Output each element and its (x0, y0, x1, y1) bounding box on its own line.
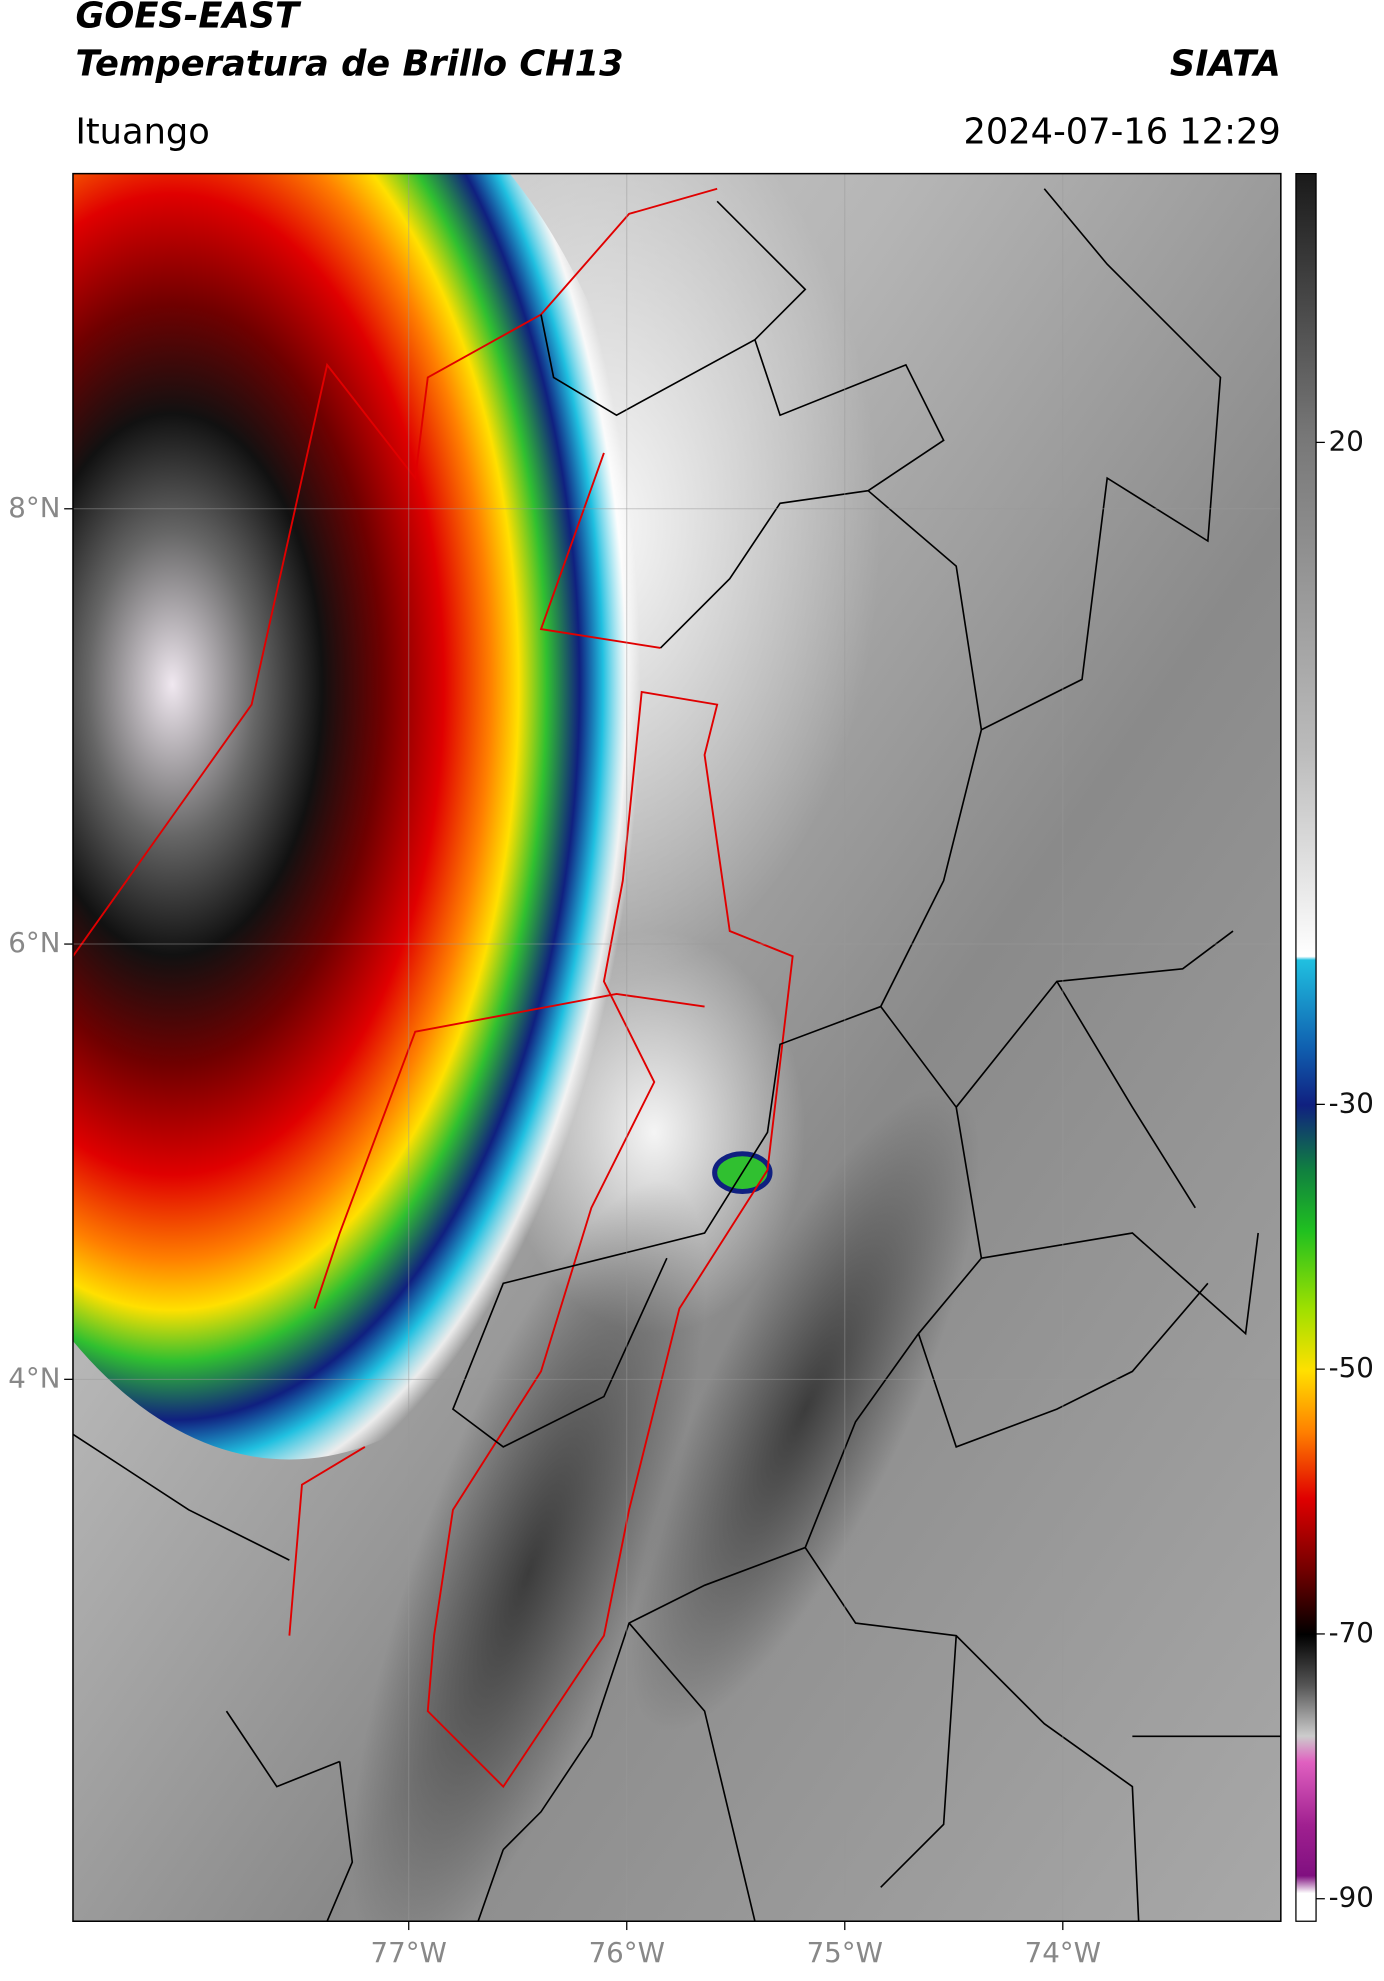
y-tick-label: 8°N (8, 491, 60, 524)
colorbar-tick-label: -50 (1329, 1351, 1374, 1384)
x-tick-label: 74°W (1025, 1936, 1101, 1969)
colorbar (1295, 172, 1317, 1922)
map-frame (72, 172, 1282, 1922)
x-tick-label: 77°W (371, 1936, 447, 1969)
subtitle: Temperatura de Brillo CH13 (75, 43, 623, 84)
location: Ituango (75, 111, 209, 152)
title: GOES-EAST (75, 0, 302, 37)
timestamp: 2024-07-16 12:29 (963, 111, 1280, 152)
agency: SIATA (1170, 43, 1281, 84)
grid (72, 173, 1281, 1922)
satellite-image (72, 173, 1281, 1922)
y-tick-label: 6°N (8, 926, 60, 959)
colorbar-tick-label: -30 (1329, 1086, 1374, 1119)
colorbar-tick-label: -70 (1329, 1616, 1374, 1649)
colorbar-tick-label: -90 (1329, 1881, 1374, 1914)
y-tick-label: 4°N (8, 1361, 60, 1394)
x-tick-label: 76°W (589, 1936, 665, 1969)
x-tick-label: 75°W (807, 1936, 883, 1969)
colorbar-tick-label: 20 (1329, 424, 1364, 457)
